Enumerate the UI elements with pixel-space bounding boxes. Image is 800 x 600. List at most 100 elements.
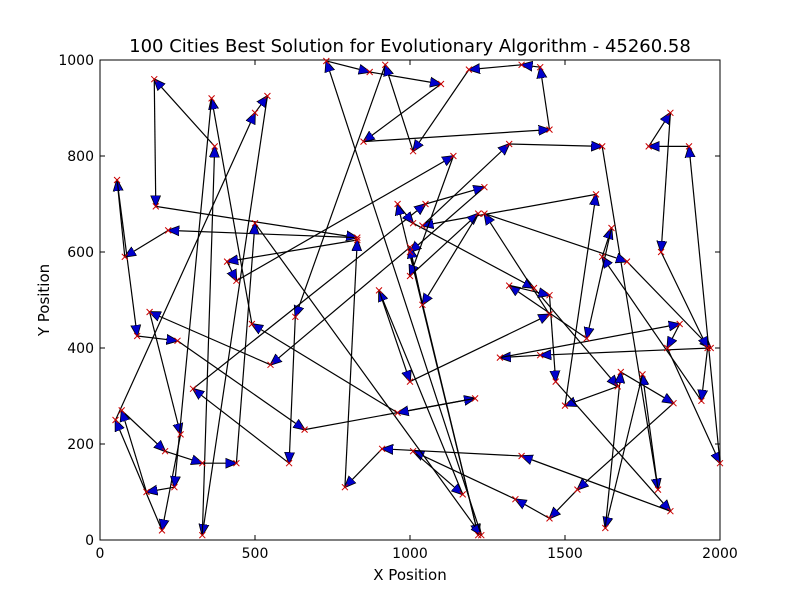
route-segment: [605, 374, 644, 528]
route-segment: [122, 410, 148, 493]
city-point: [174, 337, 181, 345]
city-marker: [598, 253, 606, 261]
city-point: [394, 200, 401, 208]
city-marker: [663, 344, 671, 352]
route-segment: [174, 98, 213, 487]
route-segment: [326, 61, 482, 536]
city-marker: [381, 61, 389, 69]
route-segment: [363, 130, 550, 143]
x-axis: 0 500 1000 1500 2000: [96, 60, 738, 562]
city-marker: [146, 308, 153, 316]
city-marker: [121, 253, 129, 261]
city-point: [353, 234, 361, 241]
route-segment: [271, 246, 411, 365]
city-marker: [291, 313, 299, 321]
city-point: [223, 258, 231, 265]
route-segment: [515, 499, 550, 519]
route-segment: [577, 402, 674, 489]
city-marker: [158, 527, 166, 534]
city-marker: [143, 488, 150, 496]
city-point: [394, 409, 401, 417]
city-marker: [685, 143, 693, 150]
route-segment: [548, 295, 556, 381]
route-segment: [254, 96, 267, 114]
route-segment: [469, 65, 522, 70]
city-point: [657, 248, 665, 256]
city-point: [264, 92, 271, 100]
city-marker: [366, 68, 374, 76]
route-segment: [192, 204, 426, 390]
route-segment: [422, 213, 479, 305]
city-marker: [406, 243, 414, 251]
route-segment: [137, 336, 177, 341]
route-segment: [701, 347, 707, 401]
x-tick-label: 2000: [702, 546, 738, 562]
city-point: [267, 361, 274, 369]
route-segment: [150, 312, 271, 366]
y-tick-label: 400: [67, 341, 94, 357]
city-marker: [552, 378, 560, 385]
city-point: [406, 378, 414, 385]
route-segment: [522, 65, 541, 67]
city-point: [459, 491, 467, 498]
city-point: [496, 354, 504, 361]
route-segment: [422, 193, 597, 225]
city-point: [505, 282, 513, 289]
city-marker: [654, 486, 662, 493]
city-point: [164, 227, 172, 234]
city-marker: [150, 75, 158, 83]
city-point: [143, 488, 150, 496]
city-marker: [301, 426, 308, 433]
route-segment: [666, 347, 720, 463]
city-point: [341, 483, 349, 491]
route-segment: [147, 487, 175, 492]
city-point: [583, 335, 591, 342]
chart-title: 100 Cities Best Solution for Evolutionar…: [129, 36, 691, 57]
city-marker: [422, 200, 429, 208]
city-marker: [285, 459, 293, 467]
route-segment: [154, 79, 156, 206]
city-point: [536, 351, 544, 359]
city-marker: [601, 524, 609, 532]
route-segment: [235, 223, 255, 464]
city-point: [667, 507, 674, 515]
city-marker: [667, 507, 674, 515]
city-marker: [667, 109, 674, 117]
city-marker: [474, 210, 482, 217]
route-segment: [643, 374, 659, 490]
city-marker: [505, 140, 513, 148]
route-segment: [413, 451, 516, 500]
city-point: [471, 395, 479, 402]
city-point: [676, 320, 684, 328]
city-point: [375, 287, 383, 294]
city-marker: [406, 378, 414, 385]
route-segment: [114, 113, 256, 421]
city-point: [121, 253, 129, 261]
city-marker: [639, 371, 646, 378]
city-marker: [561, 402, 569, 409]
route-segment: [661, 112, 671, 252]
route-segment: [604, 372, 621, 529]
city-marker: [583, 335, 591, 342]
city-point: [233, 277, 240, 285]
city-point: [552, 378, 560, 385]
city-marker: [474, 531, 482, 539]
route-segment: [193, 389, 290, 464]
city-marker: [353, 236, 361, 244]
route-segment: [409, 214, 478, 277]
route-segment: [116, 420, 163, 531]
city-point: [161, 447, 169, 455]
y-tick-label: 200: [67, 437, 94, 453]
city-marker: [152, 203, 160, 210]
city-point: [465, 66, 473, 73]
route-segment: [116, 179, 137, 336]
route-segment: [379, 290, 464, 495]
city-marker: [118, 407, 126, 414]
city-marker: [657, 248, 665, 256]
city-marker: [164, 227, 172, 234]
city-marker: [450, 152, 457, 160]
city-point: [546, 126, 553, 133]
x-tick-label: 0: [96, 546, 105, 562]
city-marker: [437, 80, 445, 88]
route-segment: [295, 64, 386, 317]
